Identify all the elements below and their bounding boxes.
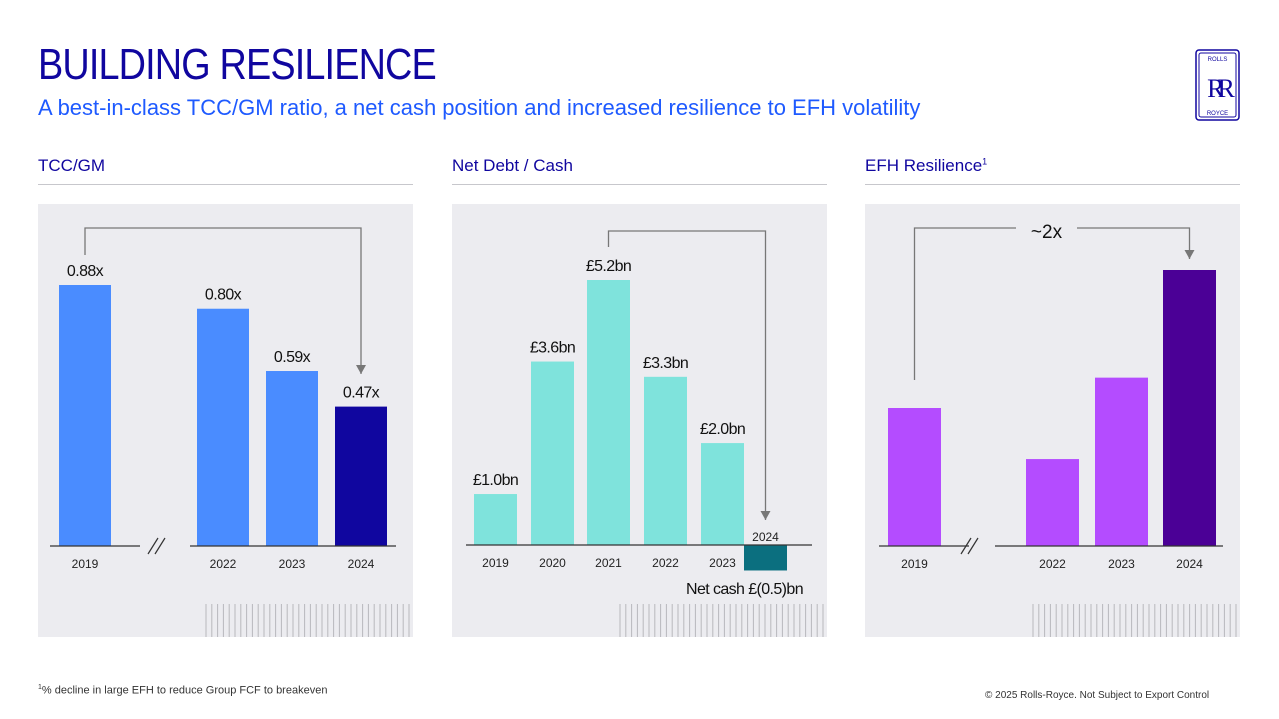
data-label: Net cash £(0.5)bn [686,581,803,598]
chart-panel-tcc: 2019 2022 2023 2024 0.88x 0.80x 0.59x 0.47x [38,204,413,637]
tick-label: 2022 [1039,557,1066,571]
tick-label: 2019 [72,557,99,571]
bar-2020 [531,361,574,545]
bar-2019 [888,408,941,546]
section-rule-net-debt [452,184,827,185]
decorative-hatching [205,604,410,637]
footnote-sup: 1 [38,684,42,691]
net-debt-chart: 2019 2020 2021 2022 2023 2024 £1.0bn £3.6bn £5.2… [466,230,824,637]
tcc-chart: 2019 2022 2023 2024 0.88x 0.80x 0.59x 0.47x [50,227,410,637]
footnote-marker: 1 [982,156,988,167]
chart-panel-net-debt: 2019 2020 2021 2022 2023 2024 £1.0bn £3.6bn £5.2… [452,204,827,637]
axis-break-mark [147,537,159,555]
tick-label: 2023 [1108,557,1135,571]
bar-2019 [474,494,517,545]
section-title-net-debt: Net Debt / Cash [452,156,573,175]
section-title-efh: EFH Resilience1 [865,156,987,176]
tick-label: 2019 [901,557,928,571]
bar-2023 [1095,377,1148,546]
data-label: 0.88x [67,263,104,280]
tick-label: 2023 [709,556,736,570]
bar-2022 [1026,459,1079,546]
tick-label: 2020 [539,556,566,570]
bar-2023 [701,443,744,545]
footnote: 1% decline in large EFH to reduce Group … [38,684,327,697]
bar-2024 [335,406,387,546]
tick-label: 2024 [348,557,375,571]
tick-label: 2023 [279,557,306,571]
arrow-head [356,365,366,374]
chart-panel-efh: 2019 2022 2023 2024 ~2x [865,204,1240,637]
arrow-head [760,511,771,520]
logo-top-text: ROLLS [1208,57,1228,63]
data-label: £1.0bn [473,472,518,489]
axis-break-mark [960,537,972,555]
page-subtitle: A best-in-class TCC/GM ratio, a net cash… [38,95,921,120]
data-label: £3.3bn [643,355,688,372]
bar-2024 [744,545,787,571]
bar-2022 [197,308,249,546]
connector-line [84,227,362,374]
tick-label: 2021 [595,556,622,570]
section-title-tcc: TCC/GM [38,156,106,175]
section-rule-tcc [38,184,413,185]
data-label: £3.6bn [530,340,575,357]
connector-line [607,230,767,520]
data-label: £5.2bn [586,258,631,275]
page-title: BUILDING RESILIENCE [38,40,437,89]
axis-break-mark [154,537,166,555]
tick-label: 2022 [652,556,679,570]
footnote-text: % decline in large EFH to reduce Group F… [41,684,328,697]
connector-line [913,227,1016,380]
decorative-hatching [1032,604,1237,637]
connector-line [1077,227,1191,259]
tick-label: 2019 [482,556,509,570]
arrow-label: ~2x [1031,222,1063,243]
data-label: 0.59x [274,349,311,366]
logo-bottom-text: ROYCE [1207,111,1228,117]
logo-monogram: RR [1207,74,1235,103]
bar-2019 [59,285,111,546]
tick-label: 2024 [1176,557,1203,571]
data-label: 0.47x [343,385,380,402]
decorative-hatching [619,604,824,637]
tick-label: 2024 [752,530,779,544]
bar-2022 [644,376,687,545]
bar-2021 [587,280,630,545]
bar-2024 [1163,270,1216,546]
rolls-royce-logo: ROLLS RR ROYCE [1195,49,1240,121]
section-title-efh-text: EFH Resilience [865,156,983,175]
data-label: £2.0bn [700,421,745,438]
section-rule-efh [865,184,1240,185]
arrow-head [1184,250,1195,259]
data-label: 0.80x [205,287,242,304]
tick-label: 2022 [210,557,237,571]
bar-2023 [266,371,318,546]
copyright: © 2025 Rolls-Royce. Not Subject to Expor… [985,690,1210,701]
axis-break-mark [967,537,979,555]
efh-chart: 2019 2022 2023 2024 ~2x [879,222,1237,637]
